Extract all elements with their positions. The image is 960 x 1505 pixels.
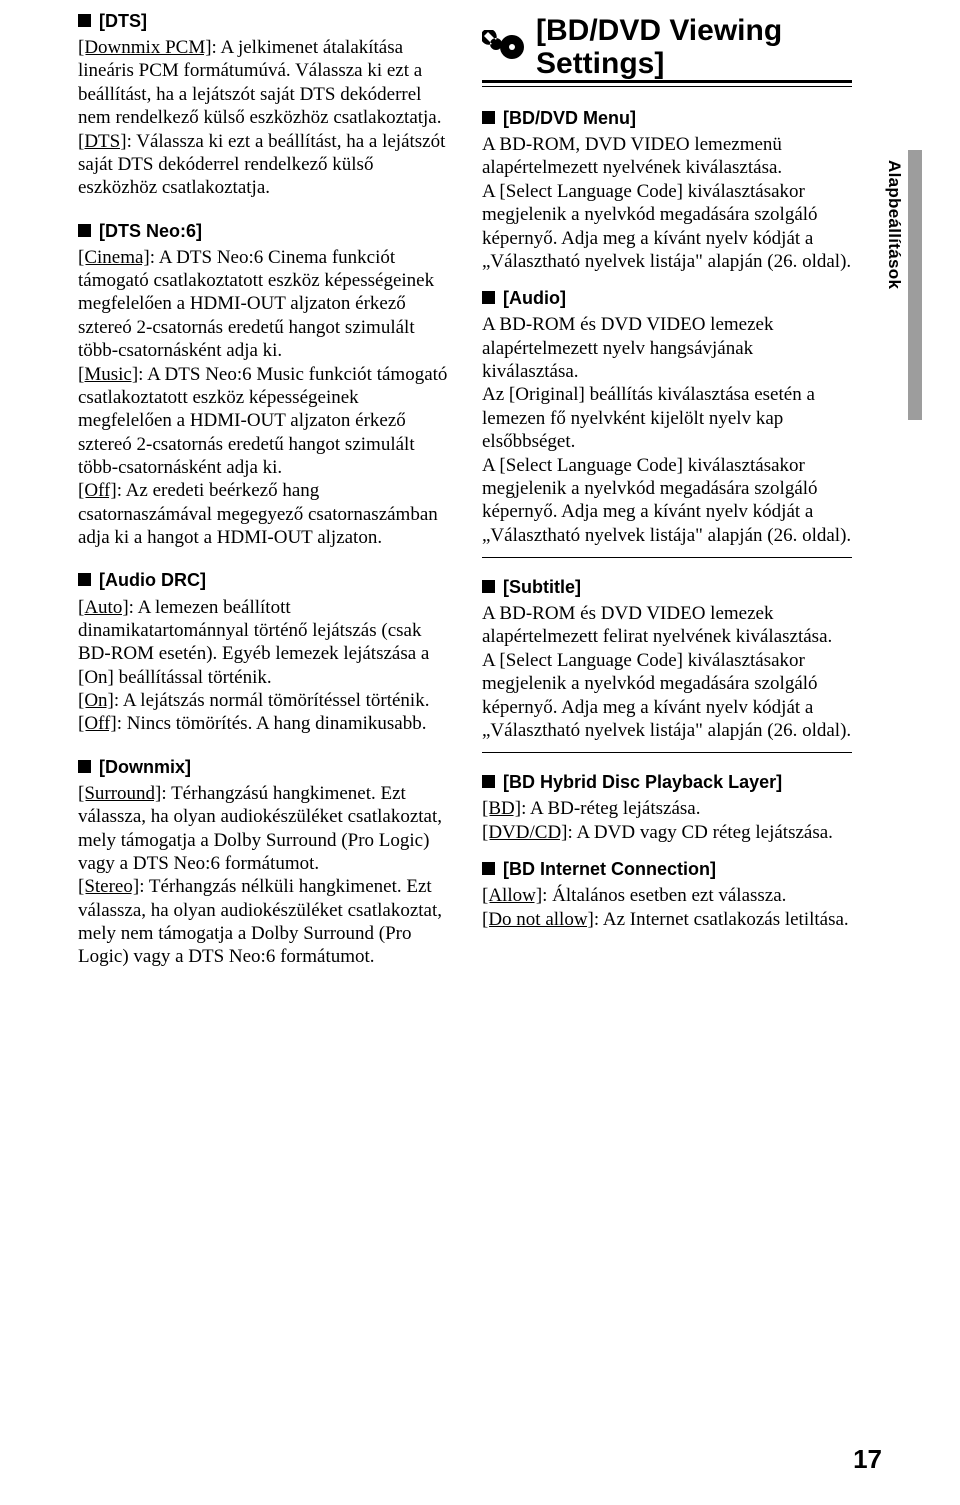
- square-icon: [78, 760, 91, 773]
- heading-row: [Audio DRC]: [78, 569, 448, 591]
- page: Alapbeállítások [DTS] [Downmix PCM]: A j…: [0, 0, 960, 1505]
- opt-on: [On]: [78, 690, 114, 711]
- opt-surround: [Surround]: [78, 783, 161, 804]
- square-icon: [482, 111, 495, 124]
- audio-body: A BD-ROM és DVD VIDEO lemezek alapértelm…: [482, 313, 852, 547]
- opt-auto: [Auto]: [78, 597, 129, 618]
- section-dts: [DTS] [Downmix PCM]: A jelkimenet átalak…: [78, 10, 448, 200]
- heading-row: [Subtitle]: [482, 576, 852, 598]
- text: A BD-ROM és DVD VIDEO lemezek alapértelm…: [482, 603, 832, 647]
- text: A [Select Language Code] kiválasztásakor…: [482, 455, 851, 546]
- text: : A lemezen beállított dinamikatartománn…: [78, 597, 429, 688]
- opt-off: [Off]: [78, 480, 117, 501]
- main-title: [BD/DVD Viewing Settings]: [536, 14, 852, 80]
- side-section-label: Alapbeállítások: [884, 160, 904, 289]
- section-internet: [BD Internet Connection] [Allow]: Általá…: [482, 858, 852, 931]
- internet-body: [Allow]: Általános esetben ezt válassza.…: [482, 884, 852, 931]
- square-icon: [482, 580, 495, 593]
- heading-row: [BD Internet Connection]: [482, 858, 852, 880]
- text: : Az eredeti beérkező hang csatornaszámá…: [78, 480, 438, 548]
- text: : A DVD vagy CD réteg lejátszása.: [568, 822, 833, 843]
- columns: [DTS] [Downmix PCM]: A jelkimenet átalak…: [78, 10, 870, 989]
- opt-allow: [Allow]: [482, 885, 542, 906]
- divider-icon: [482, 557, 852, 558]
- heading-audio-drc: [Audio DRC]: [99, 569, 206, 591]
- bddvd-menu-body: A BD-ROM, DVD VIDEO lemezmenü alapértelm…: [482, 133, 852, 273]
- heading-row: [DTS Neo:6]: [78, 220, 448, 242]
- side-tab: [908, 150, 922, 420]
- heading-bddvd-menu: [BD/DVD Menu]: [503, 107, 636, 129]
- section-bddvd-menu: [BD/DVD Menu] A BD-ROM, DVD VIDEO lemezm…: [482, 107, 852, 273]
- text: : A BD-réteg lejátszása.: [521, 798, 700, 819]
- text: Az [Original] beállítás kiválasztása ese…: [482, 384, 815, 452]
- heading-subtitle: [Subtitle]: [503, 576, 581, 598]
- text: : Az Internet csatlakozás letiltása.: [594, 909, 849, 930]
- heading-audio: [Audio]: [503, 287, 566, 309]
- heading-row: [BD Hybrid Disc Playback Layer]: [482, 771, 852, 793]
- square-icon: [482, 862, 495, 875]
- opt-stereo: [Stereo]: [78, 876, 139, 897]
- downmix-body: [Surround]: Térhangzású hangkimenet. Ezt…: [78, 782, 448, 969]
- heading-dts: [DTS]: [99, 10, 147, 32]
- opt-music: [Music]: [78, 364, 138, 385]
- heading-downmix: [Downmix]: [99, 756, 191, 778]
- text: : Nincs tömörítés. A hang dinamikusabb.: [117, 713, 427, 734]
- heading-dts-neo6: [DTS Neo:6]: [99, 220, 202, 242]
- text: A BD-ROM és DVD VIDEO lemezek alapértelm…: [482, 314, 773, 382]
- square-icon: [482, 291, 495, 304]
- hybrid-body: [BD]: A BD-réteg lejátszása. [DVD/CD]: A…: [482, 797, 852, 844]
- text: : Válassza ki ezt a beállítást, ha a lej…: [78, 131, 445, 199]
- section-subtitle: [Subtitle] A BD-ROM és DVD VIDEO lemezek…: [482, 576, 852, 742]
- page-number: 17: [853, 1444, 882, 1475]
- opt-off: [Off]: [78, 713, 117, 734]
- heading-row: [Downmix]: [78, 756, 448, 778]
- settings-disc-icon: [482, 30, 526, 64]
- divider-icon: [482, 752, 852, 753]
- section-downmix: [Downmix] [Surround]: Térhangzású hangki…: [78, 756, 448, 969]
- heading-row: [DTS]: [78, 10, 448, 32]
- heading-row: [Audio]: [482, 287, 852, 309]
- text: A [Select Language Code] kiválasztásakor…: [482, 181, 851, 272]
- heading-row: [BD/DVD Menu]: [482, 107, 852, 129]
- opt-downmix-pcm: [Downmix PCM]: [78, 37, 212, 58]
- text: A [Select Language Code] kiválasztásakor…: [482, 650, 851, 741]
- text: : Általános esetben ezt válassza.: [542, 885, 786, 906]
- opt-bd: [BD]: [482, 798, 521, 819]
- square-icon: [78, 573, 91, 586]
- opt-dts: [DTS]: [78, 131, 127, 152]
- square-icon: [78, 224, 91, 237]
- text: A BD-ROM, DVD VIDEO lemezmenü alapértelm…: [482, 134, 782, 178]
- text: : A lejátszás normál tömörítéssel történ…: [114, 690, 430, 711]
- main-title-row: [BD/DVD Viewing Settings]: [482, 14, 852, 80]
- subtitle-body: A BD-ROM és DVD VIDEO lemezek alapértelm…: [482, 602, 852, 742]
- left-column: [DTS] [Downmix PCM]: A jelkimenet átalak…: [78, 10, 448, 989]
- opt-cinema: [Cinema]: [78, 247, 150, 268]
- square-icon: [78, 14, 91, 27]
- heading-hybrid: [BD Hybrid Disc Playback Layer]: [503, 771, 782, 793]
- section-audio-drc: [Audio DRC] [Auto]: A lemezen beállított…: [78, 569, 448, 735]
- section-dts-neo6: [DTS Neo:6] [Cinema]: A DTS Neo:6 Cinema…: [78, 220, 448, 550]
- opt-do-not-allow: [Do not allow]: [482, 909, 594, 930]
- right-column: [BD/DVD Viewing Settings] [BD/DVD Menu] …: [482, 10, 852, 989]
- square-icon: [482, 775, 495, 788]
- audiodrc-body: [Auto]: A lemezen beállított dinamikatar…: [78, 596, 448, 736]
- dtsneo-body: [Cinema]: A DTS Neo:6 Cinema funkciót tá…: [78, 246, 448, 550]
- section-hybrid: [BD Hybrid Disc Playback Layer] [BD]: A …: [482, 771, 852, 844]
- opt-dvd-cd: [DVD/CD]: [482, 822, 568, 843]
- heading-internet: [BD Internet Connection]: [503, 858, 716, 880]
- dts-body: [Downmix PCM]: A jelkimenet átalakítása …: [78, 36, 448, 200]
- divider-icon: [482, 86, 852, 87]
- section-audio: [Audio] A BD-ROM és DVD VIDEO lemezek al…: [482, 287, 852, 547]
